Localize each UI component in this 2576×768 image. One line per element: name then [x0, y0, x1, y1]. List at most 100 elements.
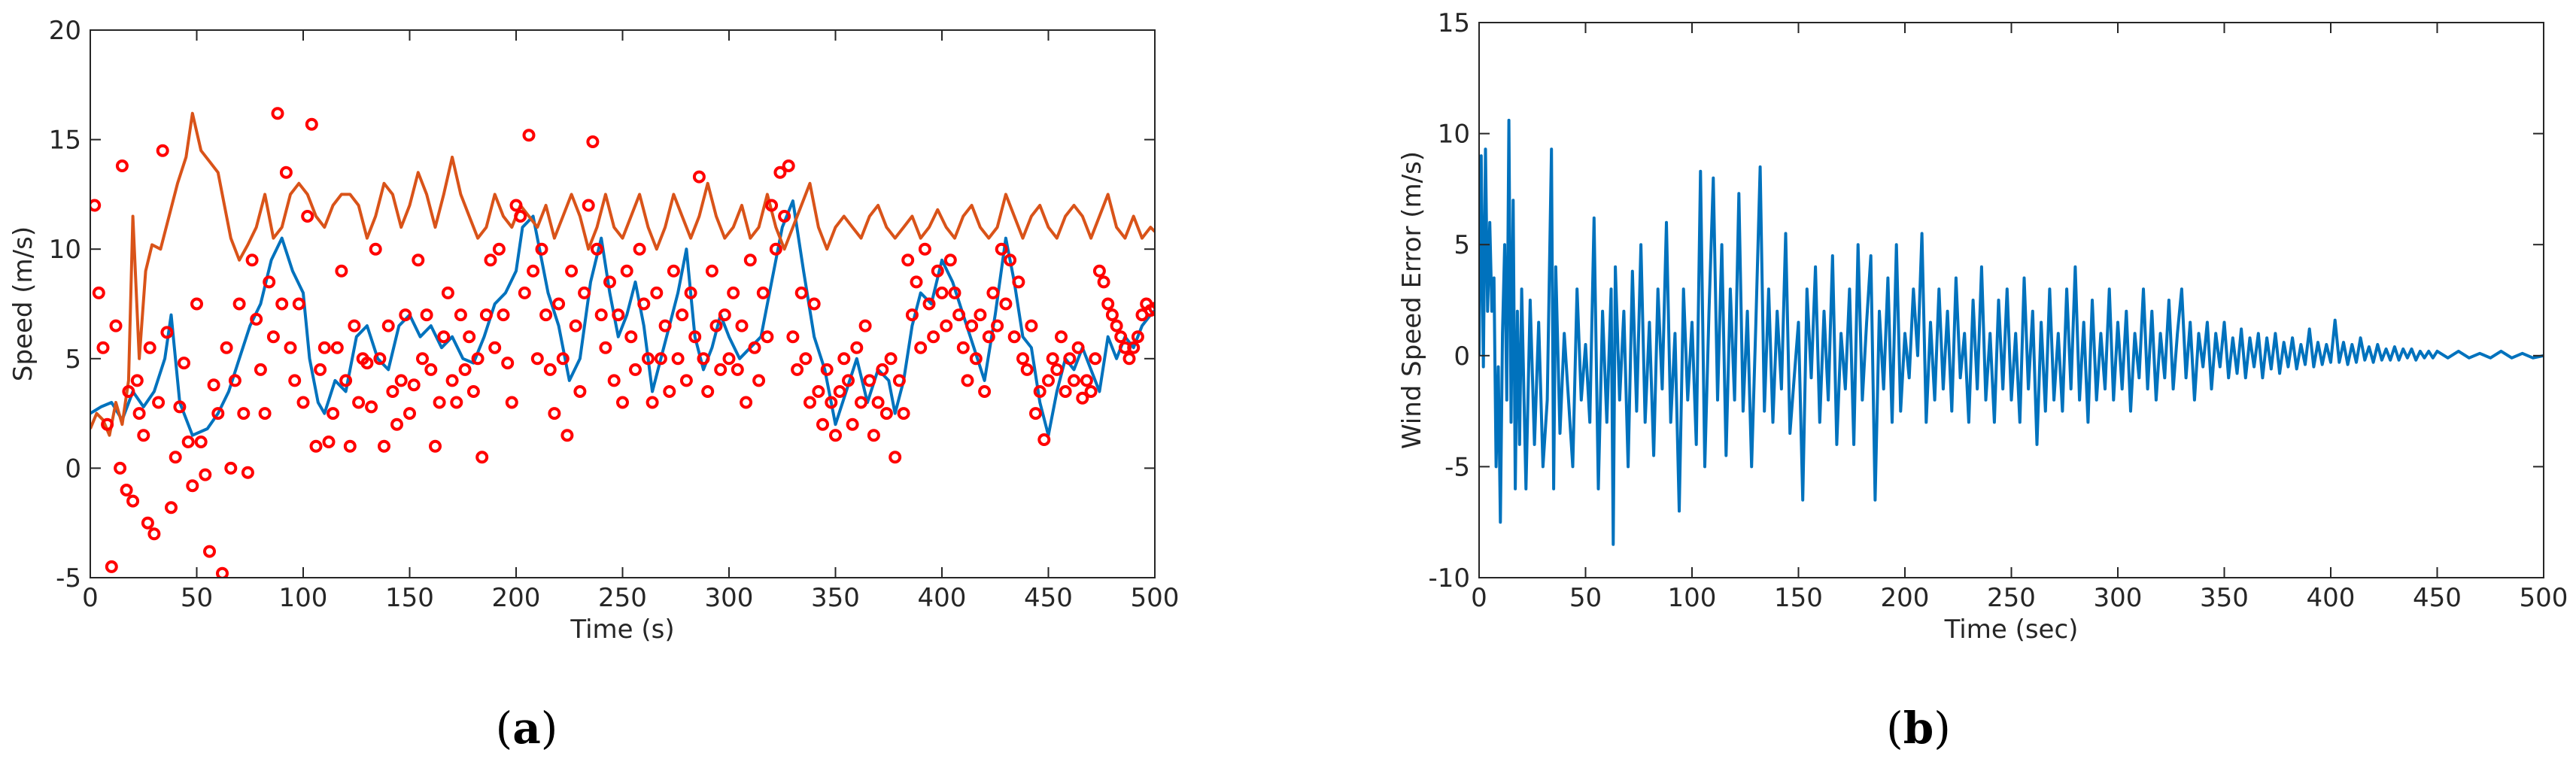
chart-a-marker-75	[399, 308, 412, 322]
chart-a-marker-70	[378, 439, 390, 453]
chart-a-marker-127	[620, 264, 633, 278]
chart-a-marker-99	[501, 357, 515, 370]
chart-a-marker-159	[756, 286, 770, 299]
chart-a-xtick-label-2: 100	[279, 583, 328, 613]
chart-a-marker-150	[718, 308, 731, 322]
chart-a-marker-110	[548, 407, 561, 420]
chart-a-marker-100	[505, 396, 518, 409]
chart-a-marker-10	[126, 494, 140, 508]
chart-a-marker-34	[224, 461, 238, 475]
chart-a-marker-201	[935, 286, 949, 299]
chart-a-marker-60	[335, 264, 348, 278]
chart-a-marker-54	[309, 439, 323, 453]
chart-a-marker-214	[991, 319, 1004, 332]
chart-a-marker-167	[791, 363, 804, 376]
chart-b-xtick-label-4: 200	[1881, 583, 1930, 613]
chart-a-marker-25	[186, 479, 199, 493]
chart-a-marker-64	[352, 396, 366, 409]
chart-a-xtick-label-5: 250	[598, 583, 647, 613]
chart-a-marker-69	[373, 352, 387, 366]
chart-a-ytick-label-5: 20	[49, 16, 81, 46]
chart-a-marker-220	[1016, 352, 1029, 366]
chart-a-marker-9	[122, 385, 135, 398]
chart-b-xtick-label-5: 250	[1987, 583, 2036, 613]
chart-a-marker-88	[454, 308, 467, 322]
chart-a-marker-151	[722, 352, 736, 366]
chart-a-marker-176	[829, 429, 842, 442]
chart-a-marker-234	[1076, 391, 1089, 405]
chart-a-marker-56	[317, 341, 331, 354]
chart-a-marker-19	[160, 326, 174, 339]
chart-a-marker-98	[497, 308, 510, 322]
chart-a-marker-43	[263, 275, 276, 289]
chart-a-marker-227	[1046, 352, 1059, 366]
chart-a-marker-230	[1059, 385, 1072, 398]
chart-a-marker-63	[348, 319, 361, 332]
chart-a-marker-12	[132, 407, 146, 420]
chart-a-marker-77	[407, 378, 421, 392]
chart-a-marker-145	[697, 352, 710, 366]
chart-a-marker-210	[974, 308, 987, 322]
chart-b-ytick-label-4: 10	[1438, 120, 1470, 150]
chart-a-marker-8	[120, 484, 133, 496]
chart-a-marker-78	[412, 253, 425, 267]
chart-a-marker-232	[1068, 374, 1080, 387]
chart-a-marker-143	[688, 330, 702, 344]
chart-a-marker-90	[463, 330, 476, 344]
chart-a-marker-115	[569, 319, 582, 332]
chart-a-marker-105	[527, 264, 540, 278]
chart-a-marker-155	[740, 396, 753, 409]
chart-a-marker-52	[301, 210, 314, 223]
chart-a-marker-131	[637, 297, 651, 311]
chart-a-marker-228	[1050, 363, 1064, 376]
chart-a-marker-6	[114, 461, 127, 475]
chart-a-marker-76	[403, 407, 416, 420]
chart-a-ytick-label-4: 15	[49, 126, 81, 156]
chart-a-marker-30	[207, 378, 220, 392]
chart-a-marker-85	[441, 286, 454, 299]
chart-a-marker-203	[943, 253, 957, 267]
chart-a-marker-194	[905, 308, 919, 322]
chart-b-ylabel: Wind Speed Error (m/s)	[1397, 151, 1427, 449]
chart-a-marker-79	[416, 352, 429, 366]
chart-a-marker-238	[1092, 264, 1106, 278]
chart-a-ytick-label-2: 5	[65, 345, 81, 375]
chart-a-marker-71	[381, 319, 395, 332]
chart-a-marker-207	[961, 374, 974, 387]
chart-a-marker-186	[871, 396, 885, 409]
chart-a-marker-111	[552, 297, 566, 311]
chart-a-marker-47	[279, 165, 293, 179]
chart-a-marker-225	[1037, 433, 1051, 446]
chart-b-ytick-label-2: 0	[1454, 342, 1470, 372]
chart-a-marker-161	[765, 199, 779, 212]
chart-a-marker-154	[735, 319, 749, 332]
chart-a-marker-179	[842, 374, 855, 387]
chart-a-marker-81	[424, 363, 438, 376]
chart-a-marker-103	[518, 286, 531, 299]
chart-a-marker-215	[995, 242, 1008, 256]
chart-a-xtick-label-6: 300	[705, 583, 754, 613]
chart-b-xtick-label-1: 50	[1569, 583, 1602, 613]
chart-a-marker-121	[594, 308, 608, 322]
chart-a-xtick-label-9: 450	[1024, 583, 1073, 613]
chart-a-marker-42	[258, 407, 272, 420]
chart-a-marker-200	[931, 264, 944, 278]
chart-a-marker-91	[466, 385, 480, 398]
chart-a-marker-239	[1097, 275, 1110, 289]
chart-a-marker-120	[591, 242, 603, 256]
chart-a-marker-187	[876, 363, 889, 376]
chart-a-marker-106	[530, 352, 544, 366]
chart-a-marker-142	[684, 286, 697, 299]
chart-a-marker-14	[141, 516, 154, 530]
chart-a-marker-135	[654, 352, 667, 366]
chart-a-marker-202	[940, 319, 953, 332]
chart-a-marker-123	[603, 275, 616, 289]
chart-a-marker-198	[922, 297, 936, 311]
chart-a-marker-4	[105, 560, 118, 573]
chart-a-marker-136	[658, 319, 672, 332]
chart-b-xtick-label-8: 400	[2307, 583, 2356, 613]
chart-a-marker-13	[137, 429, 150, 442]
chart-a-xtick-label-0: 0	[82, 583, 99, 613]
chart-a-marker-146	[701, 385, 715, 398]
chart-a-marker-80	[420, 308, 433, 322]
